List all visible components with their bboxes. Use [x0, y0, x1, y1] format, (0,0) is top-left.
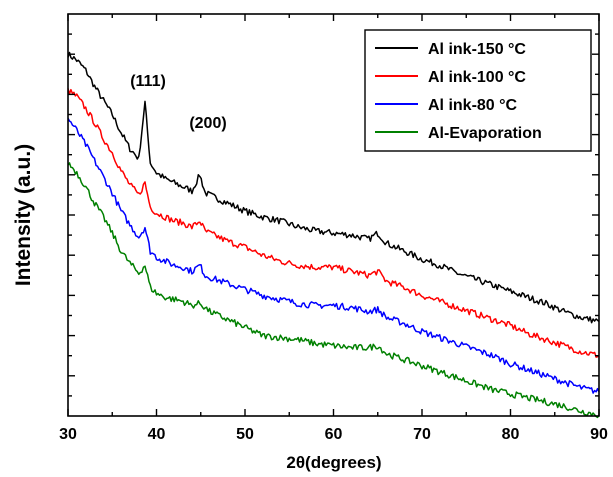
x-tick-label: 80	[502, 426, 520, 443]
x-tick-label: 50	[236, 426, 254, 443]
y-axis-title: Intensity (a.u.)	[12, 144, 35, 286]
axis-ticks	[67, 14, 600, 416]
annotation-200: (200)	[189, 115, 226, 132]
series-line-2	[67, 117, 600, 394]
x-tick-label: 30	[59, 426, 77, 443]
series-line-3	[67, 162, 600, 419]
legend-label-evaporation: Al-Evaporation	[428, 125, 542, 142]
legend-box	[364, 29, 592, 152]
legend: Al ink-150 °C Al ink-100 °C Al ink-80 °C…	[364, 29, 592, 152]
legend-label-150: Al ink-150 °C	[428, 41, 526, 58]
legend-label-100: Al ink-100 °C	[428, 69, 526, 86]
annotation-111: (111)	[130, 73, 166, 90]
x-tick-label: 40	[148, 426, 166, 443]
series-lines	[67, 51, 600, 419]
x-tick-labels: 30 40 50 60 70 80 90	[59, 426, 608, 443]
series-line-1	[67, 88, 600, 358]
x-tick-label: 70	[413, 426, 431, 443]
x-tick-label: 90	[590, 426, 608, 443]
series-line-0	[67, 51, 600, 324]
x-tick-label: 60	[325, 426, 343, 443]
x-axis-title: 2θ(degrees)	[286, 453, 381, 472]
legend-label-80: Al ink-80 °C	[428, 97, 518, 114]
